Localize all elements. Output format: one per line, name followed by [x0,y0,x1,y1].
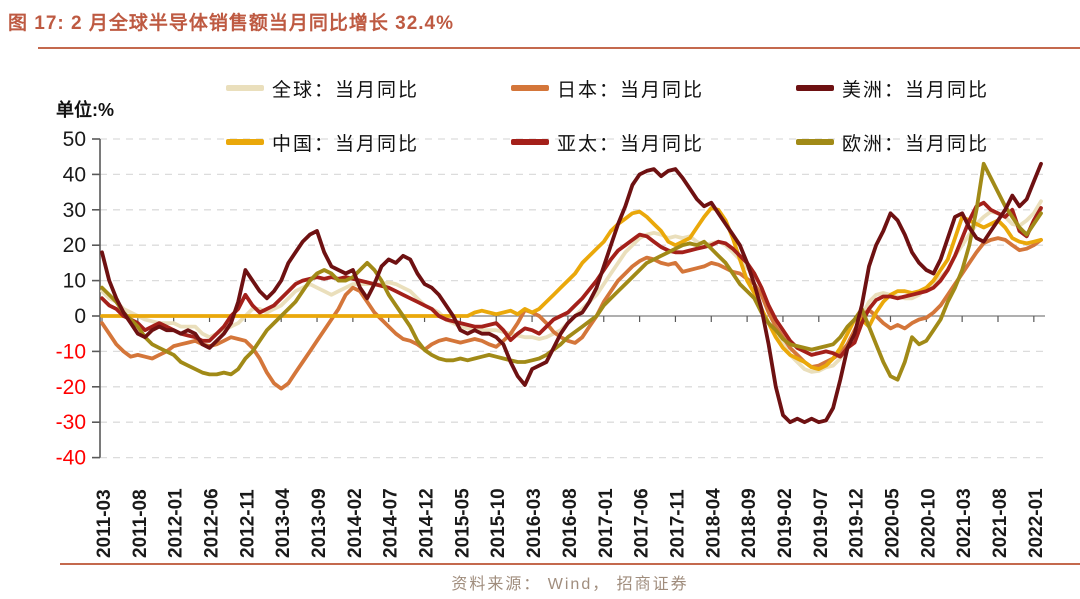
y-axis-label: 40 [63,163,86,186]
x-axis-label: 2021-08 [990,488,1011,558]
x-axis-label: 2019-07 [811,488,832,558]
y-axis-label: 30 [63,199,86,222]
y-axis-label: -40 [56,447,86,470]
y-axis-label: -10 [56,340,86,363]
x-axis-label: 2012-06 [202,488,223,558]
legend-label-japan: 日本：当月同比 [557,79,705,101]
y-axis-label: 50 [63,128,86,151]
footer-rule [60,563,1080,565]
legend-item-apac: 亚太：当月同比 [511,129,704,155]
legend-item-europe: 欧洲：当月同比 [796,129,989,155]
legend-swatch-americas [796,85,834,91]
legend-swatch-apac [511,139,549,145]
legend-item-china: 中国：当月同比 [226,129,419,155]
x-axis-label: 2020-05 [882,488,903,558]
legend-item-global: 全球：当月同比 [226,75,419,101]
figure-title: 图 17: 2 月全球半导体销售额当月同比增长 32.4% [8,13,455,34]
x-axis-label: 2017-06 [632,488,653,558]
x-axis-label: 2015-05 [452,488,473,558]
x-axis-label: 2014-07 [381,488,402,558]
y-axis-label: -20 [56,376,86,399]
legend-label-apac: 亚太：当月同比 [557,133,705,155]
y-axis-label: 0 [74,305,86,328]
series-line-apac [100,200,1043,359]
x-axis-label: 2017-11 [667,489,688,558]
y-axis-label: 10 [63,270,86,293]
x-axis-label: 2013-04 [273,488,294,558]
series-line-europe [100,161,1043,382]
x-axis-label: 2011-08 [130,489,151,558]
series-line-japan [100,236,1043,391]
x-axis-label: 2011-03 [94,489,115,558]
x-axis-label: 2019-02 [775,488,796,558]
x-axis-label: 2021-03 [954,488,975,558]
y-axis-label: 20 [63,234,86,257]
legend-swatch-china [226,139,264,145]
series-line-china [100,206,1043,372]
legend-item-americas: 美洲：当月同比 [796,75,989,101]
legend-swatch-europe [796,139,834,145]
x-axis-label: 2019-12 [847,488,868,558]
x-axis-label: 2012-01 [166,488,187,558]
x-axis-label: 2018-09 [739,488,760,558]
x-axis-label: 2017-01 [596,488,617,558]
legend-label-europe: 欧洲：当月同比 [842,133,990,155]
x-axis-label: 2016-03 [524,488,545,558]
source-note: 资料来源： Wind， 招商证券 [451,576,689,593]
legend-label-global: 全球：当月同比 [272,79,420,101]
y-axis-unit-label: 单位:% [56,100,114,120]
series-line-americas [100,161,1043,425]
legend-item-japan: 日本：当月同比 [511,75,704,101]
x-axis-label: 2015-10 [488,488,509,558]
legend-label-americas: 美洲：当月同比 [842,79,990,101]
legend-swatch-japan [511,85,549,91]
title-rule [38,47,1080,49]
x-axis-label: 2013-09 [309,488,330,558]
x-axis-label: 2018-04 [703,488,724,558]
x-axis-label: 2020-10 [918,488,939,558]
x-axis-label: 2016-08 [560,488,581,558]
x-axis-label: 2012-11 [237,489,258,558]
legend-label-china: 中国：当月同比 [272,133,420,155]
x-axis-label: 2022-01 [1026,488,1047,558]
x-axis-label: 2014-02 [345,488,366,558]
legend-swatch-global [226,85,264,91]
x-axis-label: 2014-12 [417,488,438,558]
y-axis-label: -30 [56,411,86,434]
